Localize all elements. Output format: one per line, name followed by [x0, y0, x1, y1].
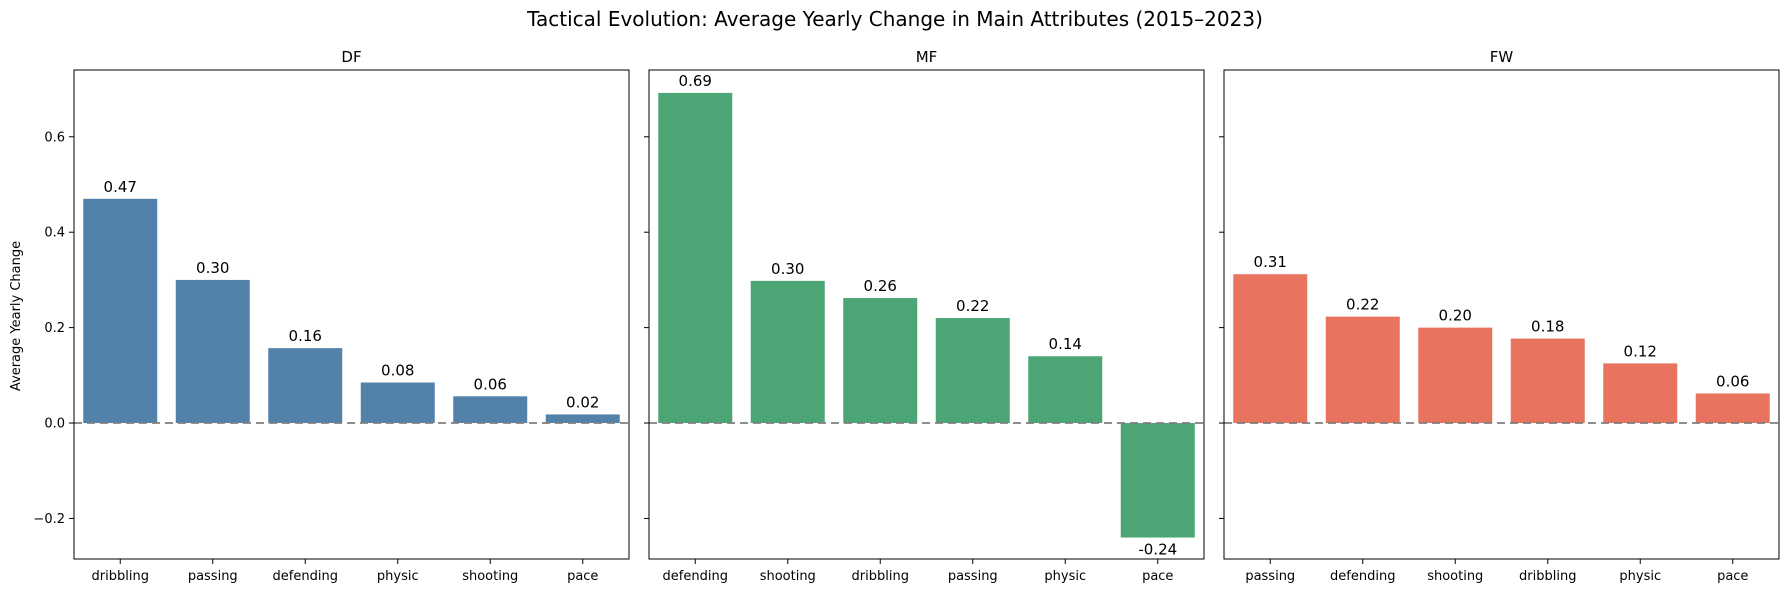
- y-axis-label: Average Yearly Change: [9, 241, 24, 391]
- x-tick-label: passing: [188, 569, 238, 584]
- y-tick-label: 0.0: [44, 417, 65, 432]
- bar-physic: [1603, 363, 1678, 424]
- bar-pace: [1695, 393, 1770, 424]
- bar-dribbling: [1510, 338, 1585, 424]
- bar-value-label: 0.30: [196, 259, 229, 277]
- bar-value-label: 0.30: [771, 260, 804, 278]
- bar-pace: [545, 414, 620, 424]
- x-tick-label: physic: [1044, 569, 1086, 584]
- chart-title: Tactical Evolution: Average Yearly Chang…: [526, 7, 1263, 31]
- plot-frame: [1223, 69, 1780, 560]
- x-tick-label: passing: [1245, 569, 1295, 584]
- y-tick-label: 0.2: [44, 321, 65, 336]
- x-tick-label: dribbling: [92, 569, 149, 584]
- bar-value-label: 0.06: [474, 375, 507, 393]
- bar-value-label: 0.22: [1346, 296, 1379, 314]
- x-tick-label: dribbling: [852, 569, 909, 584]
- x-tick-label: defending: [273, 569, 338, 584]
- x-tick-label: pace: [1717, 569, 1748, 584]
- y-tick-label: 0.6: [44, 130, 65, 145]
- bar-value-label: 0.31: [1254, 253, 1287, 271]
- panel-df: DF 0.47 dribbling 0.30 passing 0.16 defending 0…: [33, 48, 630, 584]
- bar-shooting: [750, 280, 825, 424]
- bar-defending: [268, 348, 343, 424]
- bar-value-label: 0.14: [1049, 335, 1082, 353]
- x-tick-label: pace: [1142, 569, 1173, 584]
- bar-value-label: -0.24: [1138, 541, 1177, 559]
- bar-dribbling: [843, 298, 918, 424]
- bar-pace: [1120, 423, 1195, 538]
- bar-shooting: [1418, 327, 1493, 424]
- panel-title: DF: [341, 48, 361, 66]
- bar-passing: [1233, 274, 1308, 424]
- bar-physic: [1028, 356, 1103, 424]
- bar-value-label: 0.47: [104, 178, 137, 196]
- bar-value-label: 0.16: [289, 327, 322, 345]
- bar-value-label: 0.08: [381, 361, 414, 379]
- x-tick-label: pace: [567, 569, 598, 584]
- x-tick-label: physic: [377, 569, 419, 584]
- bar-value-label: 0.22: [956, 297, 989, 315]
- panel-title: FW: [1490, 48, 1514, 66]
- plot-frame: [648, 69, 1205, 560]
- y-tick-label: 0.4: [44, 226, 65, 241]
- x-tick-label: dribbling: [1519, 569, 1576, 584]
- x-tick-label: physic: [1619, 569, 1661, 584]
- panel-mf: MF 0.69 defending 0.30 shooting 0.26 dribbling…: [644, 48, 1205, 584]
- bar-physic: [360, 382, 435, 424]
- panel-fw: FW 0.31 passing 0.22 defending 0.20 shooting 0.…: [1219, 48, 1780, 584]
- x-tick-label: shooting: [760, 569, 816, 584]
- bar-value-label: 0.18: [1531, 318, 1564, 336]
- panels: DF 0.47 dribbling 0.30 passing 0.16 defending 0…: [33, 48, 1780, 584]
- x-tick-label: defending: [1330, 569, 1395, 584]
- panel-title: MF: [916, 48, 938, 66]
- x-tick-label: defending: [663, 569, 728, 584]
- bar-value-label: 0.06: [1716, 372, 1749, 390]
- x-tick-label: shooting: [462, 569, 518, 584]
- bar-passing: [175, 279, 250, 424]
- bar-passing: [935, 318, 1010, 424]
- bar-value-label: 0.20: [1439, 307, 1472, 325]
- bar-defending: [658, 92, 733, 424]
- y-tick-label: −0.2: [33, 512, 65, 527]
- bar-value-label: 0.69: [679, 72, 712, 90]
- x-tick-label: shooting: [1427, 569, 1483, 584]
- bar-value-label: 0.12: [1624, 342, 1657, 360]
- plot-frame: [73, 69, 630, 560]
- bar-value-label: 0.02: [566, 393, 599, 411]
- x-tick-label: passing: [948, 569, 998, 584]
- bar-value-label: 0.26: [864, 277, 897, 295]
- bar-dribbling: [83, 198, 158, 424]
- bar-defending: [1325, 316, 1400, 424]
- bar-shooting: [453, 396, 528, 424]
